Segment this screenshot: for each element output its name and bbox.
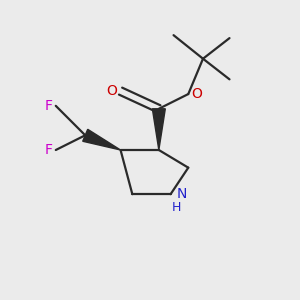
Polygon shape: [83, 129, 121, 150]
Text: O: O: [107, 84, 118, 98]
Text: H: H: [172, 201, 181, 214]
Text: F: F: [45, 99, 53, 113]
Text: O: O: [191, 87, 202, 101]
Polygon shape: [152, 109, 165, 150]
Text: F: F: [45, 143, 53, 157]
Text: N: N: [176, 187, 187, 201]
